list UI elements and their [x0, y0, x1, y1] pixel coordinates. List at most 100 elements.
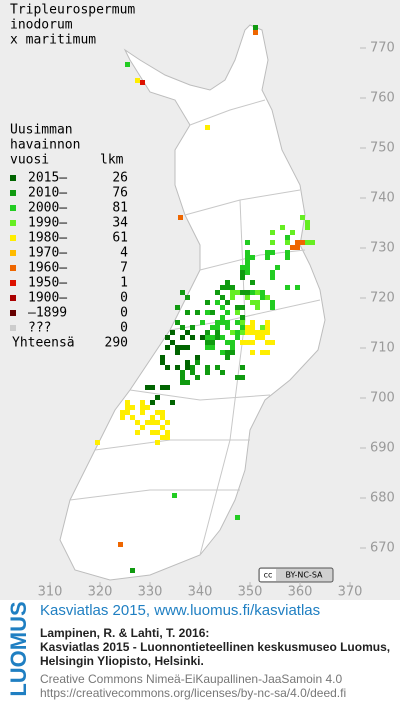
grid-cell [185, 380, 190, 385]
x-tick-label: 340 [188, 585, 213, 600]
grid-cell [200, 335, 205, 340]
grid-cell [230, 290, 235, 295]
grid-cell [245, 250, 250, 255]
grid-cell [180, 325, 185, 330]
badge-text: BY-NC-SA [285, 571, 323, 580]
grid-cell [225, 355, 230, 360]
grid-cell [180, 370, 185, 375]
grid-cell [225, 300, 230, 305]
legend-label: 2000– [28, 201, 67, 216]
grid-cell [165, 385, 170, 390]
grid-cell [235, 330, 240, 335]
grid-cell [205, 340, 210, 345]
legend-label: 1970– [28, 246, 67, 261]
grid-cell [285, 240, 290, 245]
grid-cell [285, 285, 290, 290]
grid-cell [240, 265, 245, 270]
grid-cell [190, 325, 195, 330]
grid-cell [160, 360, 165, 365]
grid-cell [270, 230, 275, 235]
citation: Kasviatlas 2015 - Luonnontieteellinen ke… [40, 640, 391, 654]
x-tick-label: 360 [288, 585, 313, 600]
grid-cell [140, 405, 145, 410]
grid-cell [270, 250, 275, 255]
x-tick-label: 310 [38, 585, 63, 600]
grid-cell [225, 310, 230, 315]
grid-cell [265, 340, 270, 345]
grid-cell [205, 310, 210, 315]
y-tick-label: 700 [370, 391, 395, 406]
grid-cell [295, 245, 300, 250]
legend-count: 81 [112, 201, 128, 216]
grid-cell [240, 275, 245, 280]
grid-cell [225, 325, 230, 330]
legend-header: vuosi [10, 153, 49, 168]
grid-cell [145, 420, 150, 425]
license-badge: cc BY-NC-SA [258, 567, 334, 583]
grid-cell [245, 270, 250, 275]
grid-cell [295, 240, 300, 245]
grid-cell [245, 325, 250, 330]
legend-count: 1 [120, 276, 128, 291]
legend-count: 0 [120, 321, 128, 336]
grid-cell [175, 345, 180, 350]
grid-cell [275, 265, 280, 270]
grid-cell [178, 215, 183, 220]
grid-cell [253, 25, 258, 30]
legend-label: 1950– [28, 276, 67, 291]
grid-cell [253, 30, 258, 35]
grid-cell [190, 370, 195, 375]
grid-cell [130, 568, 135, 573]
link: Kasviatlas 2015, www.luomus.fi/kasviatla… [40, 602, 321, 619]
license: Creative Commons Nimeä-EiKaupallinen-Jaa… [40, 672, 343, 686]
grid-cell [155, 430, 160, 435]
grid-cell [210, 340, 215, 345]
legend-swatch [10, 310, 16, 316]
grid-cell [215, 325, 220, 330]
grid-cell [300, 240, 305, 245]
legend-swatch [10, 235, 16, 241]
grid-cell [155, 440, 160, 445]
grid-cell [260, 325, 265, 330]
grid-cell [150, 400, 155, 405]
y-tick-label: 690 [370, 441, 395, 456]
grid-cell [165, 430, 170, 435]
grid-cell [185, 365, 190, 370]
grid-cell [265, 325, 270, 330]
grid-cell [150, 385, 155, 390]
grid-cell [140, 80, 145, 85]
grid-cell [290, 230, 295, 235]
y-tick-label: 710 [370, 341, 395, 356]
grid-cell [160, 385, 165, 390]
grid-cell [95, 440, 100, 445]
grid-cell [270, 270, 275, 275]
grid-cell [240, 305, 245, 310]
grid-cell [118, 542, 123, 547]
grid-cell [140, 400, 145, 405]
grid-cell [230, 345, 235, 350]
grid-cell [170, 340, 175, 345]
grid-cell [240, 375, 245, 380]
grid-cell [285, 250, 290, 255]
grid-cell [140, 425, 145, 430]
grid-cell [175, 365, 180, 370]
y-tick-label: 680 [370, 491, 395, 506]
grid-cell [265, 350, 270, 355]
grid-cell [160, 415, 165, 420]
y-tick-label: 770 [370, 41, 395, 56]
grid-cell [270, 305, 275, 310]
grid-cell [205, 365, 210, 370]
y-tick-label: 720 [370, 291, 395, 306]
grid-cell [245, 260, 250, 265]
grid-cell [300, 215, 305, 220]
grid-cell [160, 410, 165, 415]
grid-cell [160, 435, 165, 440]
grid-cell [245, 330, 250, 335]
y-tick-label: 730 [370, 241, 395, 256]
y-tick-label: 740 [370, 191, 395, 206]
grid-cell [250, 325, 255, 330]
legend-swatch [10, 205, 16, 211]
legend-header: Uusimman [10, 123, 73, 138]
legend-count: 7 [120, 261, 128, 276]
legend-swatch [10, 220, 16, 226]
